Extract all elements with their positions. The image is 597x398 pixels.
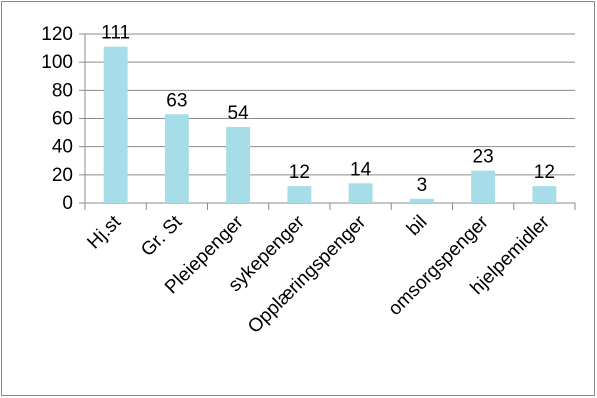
data-label: 12: [289, 162, 310, 183]
category-label: omsorgspenger: [384, 211, 493, 320]
data-label: 14: [350, 159, 372, 180]
y-tick-label: 100: [41, 52, 73, 73]
y-tick-label: 80: [52, 80, 73, 101]
bar: [287, 186, 312, 203]
data-label: 54: [228, 103, 250, 124]
bar: [103, 46, 128, 203]
y-tick-label: 120: [41, 24, 73, 45]
y-tick-label: 40: [52, 137, 73, 158]
category-label: bil: [403, 212, 431, 240]
category-label: Hj.st: [83, 211, 125, 253]
category-label: Gr. St: [137, 211, 187, 261]
y-tick-label: 20: [52, 165, 73, 186]
data-label: 63: [166, 90, 187, 111]
bar: [348, 183, 373, 203]
data-label: 3: [417, 175, 428, 196]
bar: [226, 126, 251, 203]
bar: [471, 170, 496, 203]
category-label: Opplæringspenger: [244, 211, 371, 338]
data-label: 111: [101, 23, 130, 44]
bar: [164, 114, 189, 203]
y-tick-label: 60: [52, 109, 73, 130]
bar: [532, 186, 557, 203]
data-label: 12: [534, 162, 555, 183]
bar: [409, 198, 434, 203]
y-tick-label: 0: [62, 193, 73, 214]
data-label: 23: [473, 147, 494, 168]
